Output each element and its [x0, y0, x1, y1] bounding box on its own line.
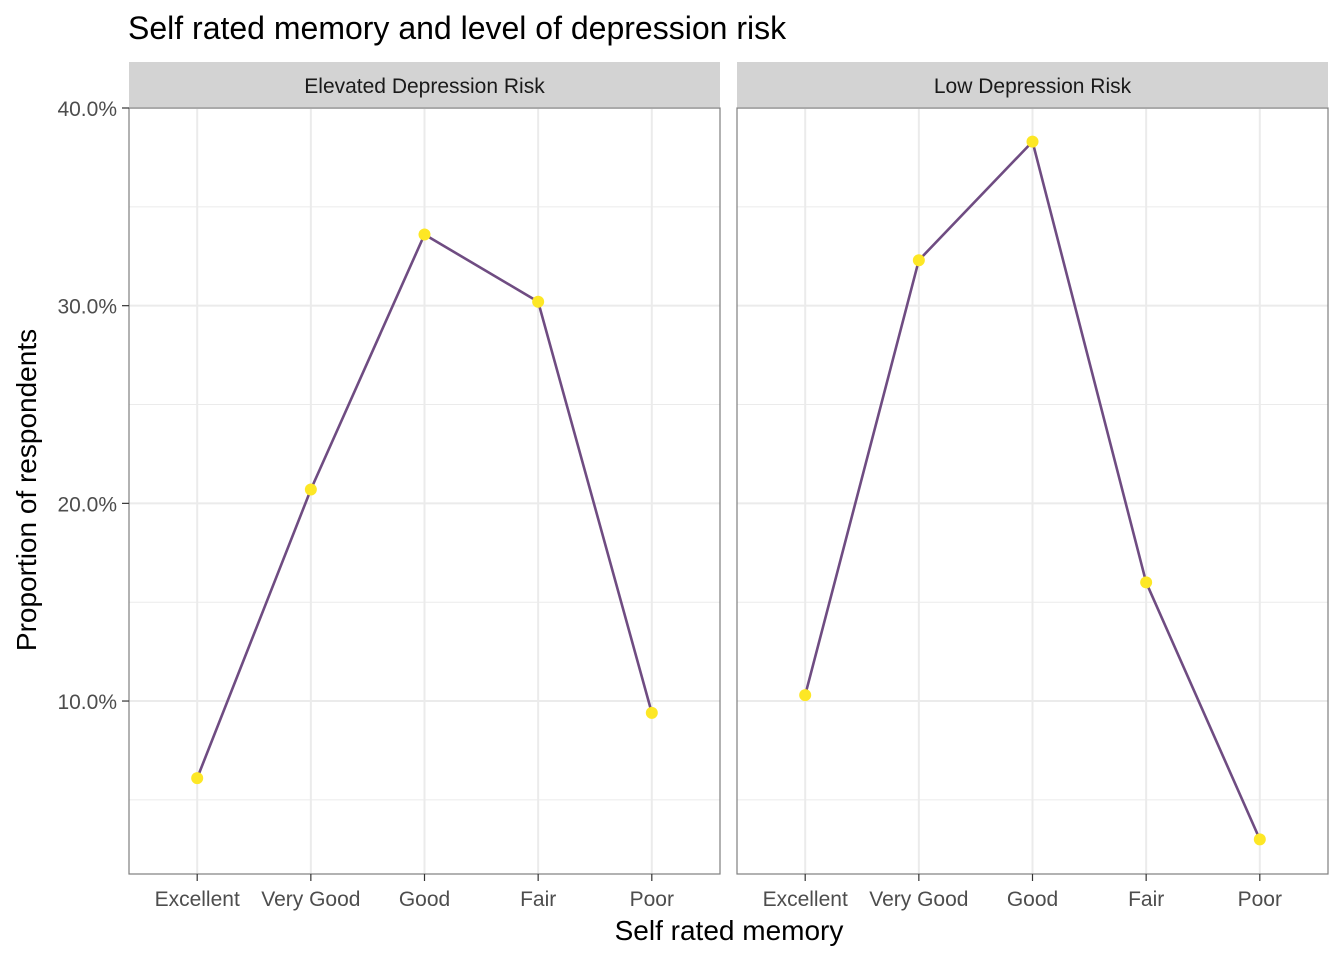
series-line-segment [1031, 140, 1148, 584]
x-tick-label: Poor [1238, 888, 1282, 911]
strip-label: Low Depression Risk [934, 75, 1132, 98]
x-tick-label: Poor [630, 888, 674, 911]
data-point [1253, 833, 1266, 846]
x-tick-label: Fair [520, 888, 556, 911]
series-line-segment [195, 488, 313, 780]
panels-layer: Elevated Depression Risk Excellent Very Go… [128, 62, 1329, 911]
data-point [304, 483, 317, 496]
data-point [418, 228, 431, 241]
series-line-segment [917, 140, 1034, 262]
series-line-segment [423, 233, 540, 304]
panel-1: Elevated Depression Risk Excellent Very Go… [128, 62, 721, 911]
data-point [1140, 576, 1153, 589]
panel-2: Low Depression Risk Excellent Very Good Goo… [736, 62, 1329, 911]
data-point [532, 295, 545, 308]
series-line-segment [309, 233, 426, 491]
data-point [191, 772, 204, 785]
series-line-segment [803, 258, 921, 697]
chart-title: Self rated memory and level of depressio… [128, 10, 787, 46]
data-point [912, 254, 925, 267]
y-tick-label: 10.0% [57, 691, 117, 714]
series-line-segment [1144, 581, 1262, 841]
data-point [645, 706, 658, 719]
y-axis-label: Proportion of respondents [11, 329, 42, 651]
series-line-segment [536, 300, 654, 715]
x-tick-label: Good [399, 888, 450, 911]
strip-label: Elevated Depression Risk [304, 75, 545, 98]
y-axis: 10.0% 20.0% 30.0% 40.0% [57, 98, 129, 714]
strip-background [129, 62, 720, 108]
x-tick-label: Very Good [261, 888, 360, 911]
y-tick-label: 30.0% [57, 296, 117, 319]
x-tick-label: Good [1007, 888, 1058, 911]
y-tick-label: 20.0% [57, 493, 117, 516]
x-axis-label: Self rated memory [615, 915, 844, 946]
strip-background [737, 62, 1328, 108]
x-tick-label: Fair [1128, 888, 1164, 911]
x-tick-label: Very Good [869, 888, 968, 911]
data-point [1026, 135, 1039, 148]
data-point [799, 689, 812, 702]
x-tick-label: Excellent [763, 888, 848, 911]
y-tick-label: 40.0% [57, 98, 117, 121]
x-tick-label: Excellent [155, 888, 240, 911]
